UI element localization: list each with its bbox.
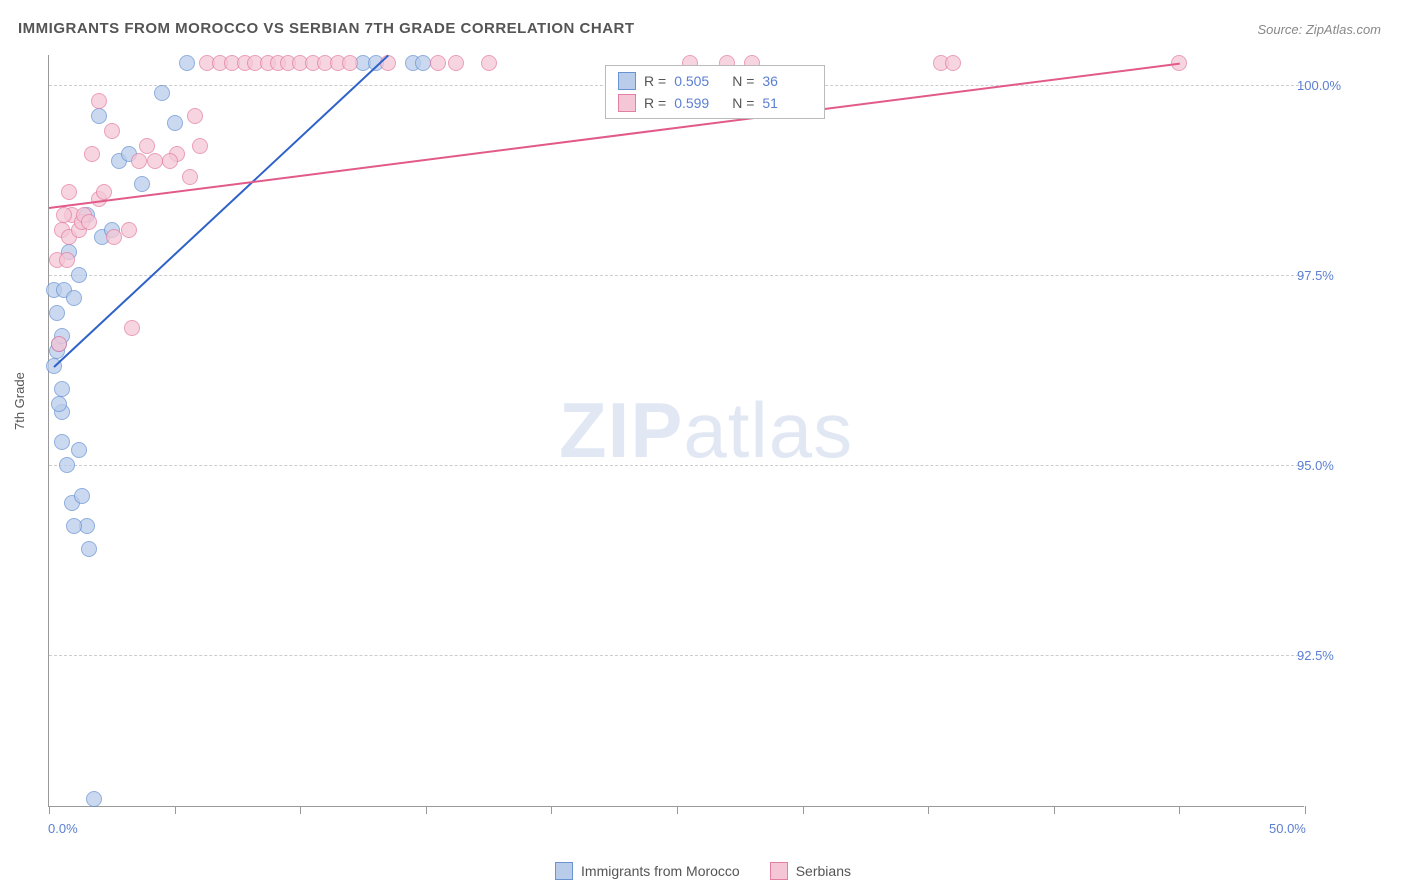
scatter-point <box>59 457 75 473</box>
series-swatch <box>618 94 636 112</box>
scatter-point <box>51 396 67 412</box>
scatter-point <box>182 169 198 185</box>
scatter-point <box>187 108 203 124</box>
x-tick <box>1179 806 1180 814</box>
scatter-point <box>380 55 396 71</box>
scatter-point <box>61 184 77 200</box>
scatter-point <box>481 55 497 71</box>
scatter-point <box>124 320 140 336</box>
scatter-point <box>134 176 150 192</box>
x-tick-label: 50.0% <box>1269 821 1306 836</box>
legend-label: Immigrants from Morocco <box>581 863 740 879</box>
x-tick <box>1305 806 1306 814</box>
source-attribution: Source: ZipAtlas.com <box>1257 22 1381 37</box>
stats-box: R = 0.505 N = 36 R = 0.599 N = 51 <box>605 65 825 119</box>
scatter-point <box>51 336 67 352</box>
stat-label-r: R = <box>644 73 666 89</box>
legend-label: Serbians <box>796 863 851 879</box>
scatter-point <box>84 146 100 162</box>
gridline-horizontal <box>49 465 1304 466</box>
scatter-point <box>71 442 87 458</box>
x-tick <box>300 806 301 814</box>
scatter-point <box>66 518 82 534</box>
x-tick-label: 0.0% <box>48 821 78 836</box>
stat-label-n: N = <box>732 73 754 89</box>
y-tick-label: 95.0% <box>1297 458 1334 473</box>
stat-label-n: N = <box>732 95 754 111</box>
scatter-point <box>59 252 75 268</box>
scatter-point <box>56 207 72 223</box>
scatter-point <box>167 115 183 131</box>
x-tick <box>928 806 929 814</box>
gridline-horizontal <box>49 655 1304 656</box>
stat-label-r: R = <box>644 95 666 111</box>
x-tick <box>1054 806 1055 814</box>
y-axis-label: 7th Grade <box>12 372 27 430</box>
legend-swatch <box>770 862 788 880</box>
x-tick <box>49 806 50 814</box>
legend-item: Immigrants from Morocco <box>555 862 740 880</box>
scatter-point <box>131 153 147 169</box>
scatter-point <box>91 93 107 109</box>
y-tick-label: 97.5% <box>1297 268 1334 283</box>
scatter-point <box>104 123 120 139</box>
scatter-point <box>106 229 122 245</box>
scatter-point <box>147 153 163 169</box>
scatter-point <box>448 55 464 71</box>
chart-plot-area: ZIPatlas R = 0.505 N = 36 R = 0.599 N = 51 <box>48 55 1304 807</box>
scatter-point <box>162 153 178 169</box>
bottom-legend: Immigrants from Morocco Serbians <box>0 862 1406 880</box>
scatter-point <box>86 791 102 807</box>
scatter-point <box>54 381 70 397</box>
y-tick-label: 100.0% <box>1297 78 1341 93</box>
x-tick <box>677 806 678 814</box>
x-tick <box>426 806 427 814</box>
x-tick <box>803 806 804 814</box>
scatter-point <box>179 55 195 71</box>
scatter-point <box>430 55 446 71</box>
scatter-point <box>96 184 112 200</box>
stat-value-n: 36 <box>762 73 812 89</box>
scatter-point <box>121 222 137 238</box>
watermark-zip: ZIP <box>559 386 683 474</box>
scatter-point <box>66 290 82 306</box>
gridline-horizontal <box>49 275 1304 276</box>
stat-value-r: 0.599 <box>674 95 724 111</box>
series-swatch <box>618 72 636 90</box>
scatter-point <box>74 488 90 504</box>
legend-swatch <box>555 862 573 880</box>
stat-value-n: 51 <box>762 95 812 111</box>
x-tick <box>551 806 552 814</box>
scatter-point <box>154 85 170 101</box>
scatter-point <box>54 434 70 450</box>
scatter-point <box>415 55 431 71</box>
chart-title: IMMIGRANTS FROM MOROCCO VS SERBIAN 7TH G… <box>18 20 635 37</box>
scatter-point <box>71 267 87 283</box>
scatter-point <box>49 305 65 321</box>
watermark: ZIPatlas <box>559 385 853 476</box>
legend-item: Serbians <box>770 862 851 880</box>
x-tick <box>175 806 176 814</box>
scatter-point <box>91 108 107 124</box>
scatter-point <box>192 138 208 154</box>
stat-value-r: 0.505 <box>674 73 724 89</box>
scatter-point <box>81 541 97 557</box>
scatter-point <box>81 214 97 230</box>
scatter-point <box>139 138 155 154</box>
scatter-point <box>945 55 961 71</box>
scatter-point <box>342 55 358 71</box>
y-tick-label: 92.5% <box>1297 648 1334 663</box>
stats-row: R = 0.599 N = 51 <box>606 92 824 114</box>
stats-row: R = 0.505 N = 36 <box>606 70 824 92</box>
watermark-atlas: atlas <box>683 386 853 474</box>
